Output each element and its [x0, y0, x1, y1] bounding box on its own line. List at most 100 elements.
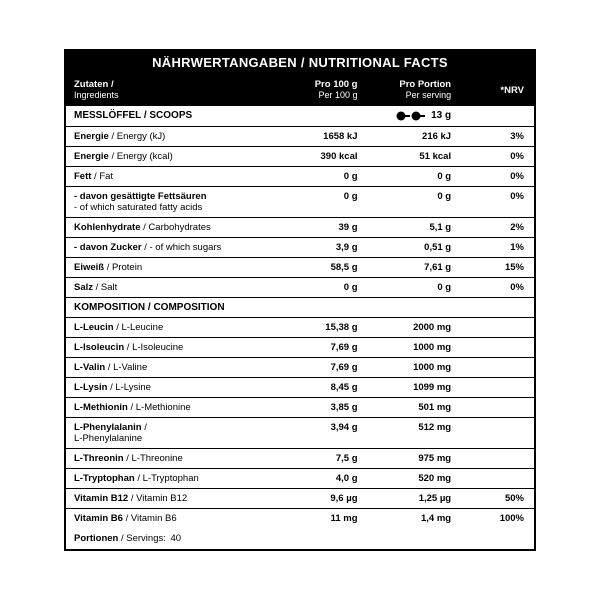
table-cell: 216 kJ [366, 126, 460, 146]
table-cell: Energie / Energy (kJ) [66, 126, 281, 146]
table-cell: Vitamin B6 / Vitamin B6 [66, 508, 281, 528]
table-cell: 15,38 g [281, 317, 365, 337]
table-row: Eiweiß / Protein58,5 g7,61 g15% [66, 257, 534, 277]
table-cell: 7,69 g [281, 357, 365, 377]
header-ingredients: Zutaten / Ingredients [66, 74, 281, 106]
table-cell: 11 mg [281, 508, 365, 528]
table-cell: 1099 mg [366, 377, 460, 397]
table-cell: Salz / Salt [66, 277, 281, 297]
table-cell [459, 106, 534, 126]
panel-title: NÄHRWERTANGABEN / NUTRITIONAL FACTS [66, 51, 534, 74]
table-cell [459, 468, 534, 488]
table-row: L-Threonin / L-Threonine7,5 g975 mg [66, 448, 534, 468]
table-cell: 3,94 g [281, 417, 365, 448]
table-cell: 0 g [366, 277, 460, 297]
table-cell [459, 397, 534, 417]
footer-en: Servings: [126, 533, 166, 544]
table-cell: 0% [459, 166, 534, 186]
table-body: MESSLÖFFEL / SCOOPS 13 gEnergie / Energy… [66, 106, 534, 527]
header-per100-de: Pro 100 g [315, 79, 358, 90]
table-cell: MESSLÖFFEL / SCOOPS [66, 106, 366, 126]
table-cell: 0% [459, 186, 534, 217]
table-cell: Kohlenhydrate / Carbohydrates [66, 217, 281, 237]
nutrition-panel: NÄHRWERTANGABEN / NUTRITIONAL FACTS Zuta… [64, 49, 536, 550]
table-row: L-Lysin / L-Lysine8,45 g1099 mg [66, 377, 534, 397]
table-row: - davon gesättigte Fettsäuren- of which … [66, 186, 534, 217]
table-cell: 0% [459, 146, 534, 166]
table-cell: L-Phenylalanin /L-Phenylalanine [66, 417, 281, 448]
table-cell: 0 g [281, 166, 365, 186]
table-cell: L-Lysin / L-Lysine [66, 377, 281, 397]
table-cell: Fett / Fat [66, 166, 281, 186]
table-cell: 1000 mg [366, 357, 460, 377]
nutrition-table: Zutaten / Ingredients Pro 100 g Per 100 … [66, 74, 534, 527]
table-cell: L-Valin / L-Valine [66, 357, 281, 377]
table-cell: 51 kcal [366, 146, 460, 166]
table-cell: 7,5 g [281, 448, 365, 468]
table-cell: - davon Zucker / - of which sugars [66, 237, 281, 257]
table-row: L-Tryptophan / L-Tryptophan4,0 g520 mg [66, 468, 534, 488]
table-cell: 2000 mg [366, 317, 460, 337]
footer-value: 40 [171, 533, 182, 544]
header-per100-en: Per 100 g [318, 90, 357, 100]
table-row: Vitamin B6 / Vitamin B611 mg1,4 mg100% [66, 508, 534, 528]
table-cell [459, 357, 534, 377]
table-row: L-Methionin / L-Methionine3,85 g501 mg [66, 397, 534, 417]
table-cell: L-Threonin / L-Threonine [66, 448, 281, 468]
table-row: L-Isoleucin / L-Isoleucine7,69 g1000 mg [66, 337, 534, 357]
table-cell: 1% [459, 237, 534, 257]
table-row: Salz / Salt0 g0 g0% [66, 277, 534, 297]
table-cell: Vitamin B12 / Vitamin B12 [66, 488, 281, 508]
table-cell: 0,51 g [366, 237, 460, 257]
table-row: L-Phenylalanin /L-Phenylalanine3,94 g512… [66, 417, 534, 448]
table-cell: 100% [459, 508, 534, 528]
header-nrv: *NRV [459, 74, 534, 106]
table-cell: 0 g [366, 166, 460, 186]
table-cell: 3,85 g [281, 397, 365, 417]
table-cell: L-Leucin / L-Leucine [66, 317, 281, 337]
table-cell: 15% [459, 257, 534, 277]
table-row: KOMPOSITION / COMPOSITION [66, 297, 534, 317]
header-ingredients-de: Zutaten / [74, 79, 114, 90]
table-cell: 0 g [281, 186, 365, 217]
table-cell: 1,25 µg [366, 488, 460, 508]
table-cell: 0% [459, 277, 534, 297]
header-ingredients-en: Ingredients [74, 90, 119, 100]
table-cell: 1,4 mg [366, 508, 460, 528]
table-row: Energie / Energy (kJ)1658 kJ216 kJ3% [66, 126, 534, 146]
table-cell: - davon gesättigte Fettsäuren- of which … [66, 186, 281, 217]
table-cell: 2% [459, 217, 534, 237]
table-row: Vitamin B12 / Vitamin B129,6 µg1,25 µg50… [66, 488, 534, 508]
table-cell: L-Isoleucin / L-Isoleucine [66, 337, 281, 357]
table-row: L-Leucin / L-Leucine15,38 g2000 mg [66, 317, 534, 337]
table-cell: 1658 kJ [281, 126, 365, 146]
table-cell: 975 mg [366, 448, 460, 468]
table-cell: Energie / Energy (kcal) [66, 146, 281, 166]
table-cell: 4,0 g [281, 468, 365, 488]
table-cell: 3% [459, 126, 534, 146]
table-cell: 512 mg [366, 417, 460, 448]
table-row: Kohlenhydrate / Carbohydrates39 g5,1 g2% [66, 217, 534, 237]
header-perserv-de: Pro Portion [399, 79, 451, 90]
table-cell: 9,6 µg [281, 488, 365, 508]
header-row: Zutaten / Ingredients Pro 100 g Per 100 … [66, 74, 534, 106]
table-cell: 3,9 g [281, 237, 365, 257]
table-cell: 50% [459, 488, 534, 508]
table-cell: 39 g [281, 217, 365, 237]
footer-de: Portionen [74, 533, 118, 544]
header-per100: Pro 100 g Per 100 g [281, 74, 365, 106]
table-cell: L-Methionin / L-Methionine [66, 397, 281, 417]
table-cell [459, 337, 534, 357]
table-cell: 58,5 g [281, 257, 365, 277]
table-cell: 13 g [366, 106, 460, 126]
table-row: Fett / Fat0 g0 g0% [66, 166, 534, 186]
header-perserv-en: Per serving [406, 90, 452, 100]
table-cell: 1000 mg [366, 337, 460, 357]
table-cell: 0 g [281, 277, 365, 297]
table-cell: KOMPOSITION / COMPOSITION [66, 297, 534, 317]
table-cell: 520 mg [366, 468, 460, 488]
header-perserv: Pro Portion Per serving [366, 74, 460, 106]
table-row: MESSLÖFFEL / SCOOPS 13 g [66, 106, 534, 126]
table-cell: 7,69 g [281, 337, 365, 357]
table-cell: 7,61 g [366, 257, 460, 277]
